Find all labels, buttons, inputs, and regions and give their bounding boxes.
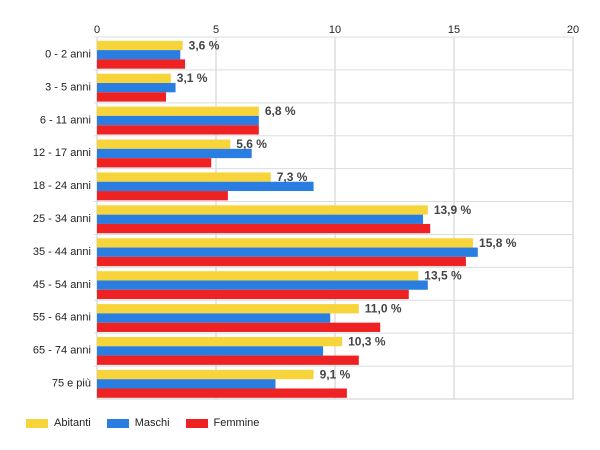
legend: Abitanti Maschi Femmine (26, 417, 259, 429)
category-labels: 0 - 2 anni 3 - 5 anni 6 - 11 anni 12 - 17 a… (33, 48, 91, 389)
category-label: 55 - 64 anni (33, 312, 91, 324)
data-label: 10,3 % (348, 334, 386, 348)
bar-maschi (97, 214, 424, 224)
bar-maschi (97, 83, 176, 93)
bar-femmine (97, 191, 228, 201)
bar-abitanti (97, 304, 359, 314)
bar-femmine (97, 289, 409, 300)
bar-maschi (97, 280, 428, 290)
bar-femmine (97, 223, 431, 234)
data-label: 9,1 % (320, 367, 351, 381)
x-tick-label: 15 (448, 24, 460, 36)
bar-maschi (97, 50, 181, 60)
bar-femmine (97, 125, 259, 135)
category-label: 18 - 24 anni (33, 180, 91, 192)
bar-femmine (97, 256, 466, 267)
legend-swatch (26, 418, 48, 428)
legend-swatch (106, 418, 129, 428)
bars (97, 40, 478, 398)
x-tick-label: 10 (329, 24, 341, 36)
category-label: 35 - 44 anni (33, 246, 91, 258)
category-label: 25 - 34 anni (33, 213, 91, 225)
category-label: 65 - 74 anni (33, 345, 91, 357)
bar-abitanti (97, 336, 343, 347)
category-label: 12 - 17 anni (33, 147, 91, 159)
category-label: 0 - 2 anni (45, 48, 91, 60)
bar-abitanti (97, 73, 171, 84)
data-label: 6,8 % (265, 104, 296, 118)
legend-label: Maschi (134, 417, 170, 429)
data-label: 5,6 % (236, 137, 267, 151)
bar-femmine (97, 92, 167, 102)
data-label: 11,0 % (365, 302, 402, 316)
bar-abitanti (97, 238, 474, 248)
bar-femmine (97, 355, 359, 365)
bar-abitanti (97, 205, 428, 215)
grid (94, 36, 574, 400)
bar-abitanti (97, 271, 419, 281)
bar-femmine (97, 158, 212, 168)
category-label: 75 e più (52, 378, 91, 390)
x-axis-ticks: 0 5 10 15 20 (94, 24, 579, 36)
data-label: 13,9 % (434, 203, 472, 217)
bar-abitanti (97, 139, 231, 149)
bar-femmine (97, 388, 347, 398)
bar-maschi (97, 313, 331, 323)
bar-maschi (97, 115, 259, 126)
category-label: 3 - 5 anni (45, 81, 91, 93)
legend-swatch (185, 418, 208, 428)
legend-label: Abitanti (54, 417, 91, 429)
bar-abitanti (97, 369, 314, 380)
data-label: 15,8 % (479, 236, 517, 250)
bar-abitanti (97, 172, 271, 182)
legend-item-maschi: Maschi (106, 417, 170, 429)
legend-label: Femmine (213, 417, 260, 429)
x-tick-label: 20 (567, 24, 579, 36)
bar-maschi (97, 346, 324, 356)
data-label: 3,6 % (189, 38, 220, 52)
bar-abitanti (97, 106, 259, 116)
data-label: 7,3 % (277, 170, 308, 184)
bar-maschi (97, 181, 314, 192)
bar-femmine (97, 322, 381, 332)
bar-abitanti (97, 40, 183, 51)
legend-item-abitanti: Abitanti (26, 417, 91, 429)
bar-maschi (97, 247, 478, 257)
legend-item-femmine: Femmine (185, 417, 260, 429)
data-label: 13,5 % (424, 269, 462, 283)
category-label: 45 - 54 anni (33, 279, 91, 291)
data-labels: 3,6 % 3,1 % 6,8 % 5,6 % 7,3 % 13,9 % 15,8 % 13,… (177, 38, 517, 381)
bar-maschi (97, 379, 276, 389)
category-label: 6 - 11 anni (40, 114, 91, 126)
bar-femmine (97, 59, 186, 69)
x-tick-label: 0 (94, 24, 100, 36)
x-tick-label: 5 (213, 24, 219, 36)
bar-maschi (97, 148, 252, 159)
data-label: 3,1 % (177, 71, 208, 85)
